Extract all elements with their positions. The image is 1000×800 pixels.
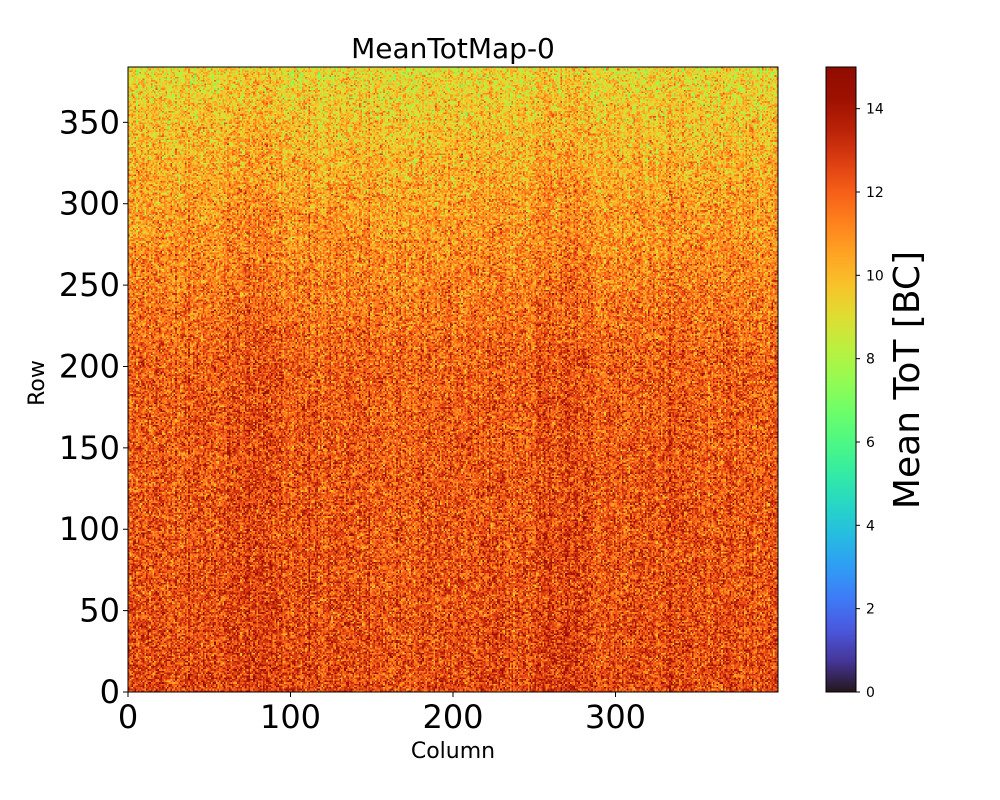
chart-title: MeanTotMap-0 xyxy=(351,32,555,65)
colorbar-tick-label: 6 xyxy=(866,435,875,451)
colorbar-frame xyxy=(825,66,857,693)
colorbar-tick-label: 14 xyxy=(866,102,884,118)
x-axis-ticks: 0 100 200 300 xyxy=(118,692,646,736)
colorbar: 0 2 4 6 8 10 12 14 Mean ToT [BC] xyxy=(825,66,928,701)
colorbar-label: Mean ToT [BC] xyxy=(887,251,928,509)
x-tick-label: 200 xyxy=(422,698,483,736)
colorbar-tick-label: 12 xyxy=(866,185,884,201)
y-tick-label: 50 xyxy=(79,592,120,630)
y-tick-label: 0 xyxy=(100,673,120,711)
colorbar-tick-label: 4 xyxy=(866,518,875,534)
colorbar-tick-label: 0 xyxy=(866,685,875,701)
colorbar-tick-label: 2 xyxy=(866,602,875,618)
y-tick-label: 350 xyxy=(59,103,120,141)
y-tick-label: 250 xyxy=(59,266,120,304)
x-tick-label: 0 xyxy=(118,698,138,736)
x-tick-label: 100 xyxy=(260,698,321,736)
colorbar-gradient xyxy=(826,67,856,692)
y-axis-label: Row xyxy=(25,360,50,406)
y-tick-label: 300 xyxy=(59,185,120,223)
colorbar-ticks: 0 2 4 6 8 10 12 14 xyxy=(856,102,884,701)
colorbar-tick-label: 10 xyxy=(866,268,884,284)
heatmap-plot-area xyxy=(127,66,779,693)
heatmap-image xyxy=(128,67,778,692)
x-axis-label: Column xyxy=(411,739,495,764)
y-tick-label: 100 xyxy=(59,510,120,548)
colorbar-tick-label: 8 xyxy=(866,352,875,368)
x-tick-label: 300 xyxy=(585,698,646,736)
y-axis-ticks: 0 50 100 150 200 250 300 350 xyxy=(59,103,128,711)
y-tick-label: 150 xyxy=(59,429,120,467)
y-tick-label: 200 xyxy=(59,347,120,385)
